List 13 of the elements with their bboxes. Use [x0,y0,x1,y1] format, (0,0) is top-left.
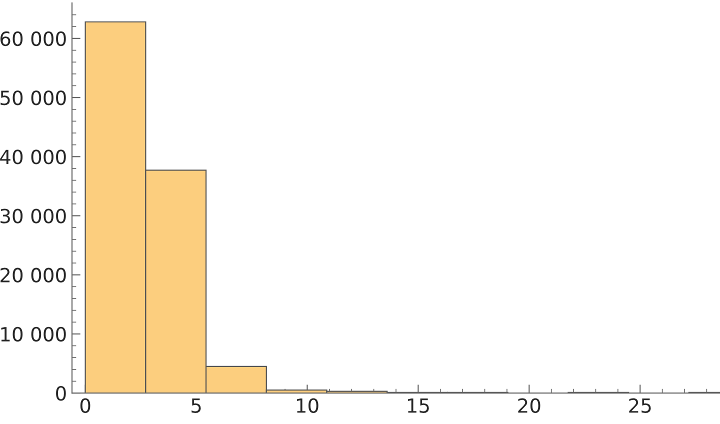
y-tick-label: 0 [56,386,66,401]
x-tick-label: 10 [296,398,318,413]
y-tick-label: 10 000 [1,326,66,342]
x-tick-label: 5 [192,398,201,413]
y-tick-label: 30 000 [0,208,66,224]
y-tick-label: 40 000 [0,150,66,164]
y-tick-label: 60 000 [0,31,66,46]
y-tick-label: 50 000 [0,90,66,106]
x-tick-label: 15 [408,398,429,413]
x-tick-label: 20 [518,398,540,413]
x-tick-label: 0 [80,398,90,413]
x-tick-label: 25 [629,398,651,413]
y-tick-label: 20 000 [0,268,66,283]
